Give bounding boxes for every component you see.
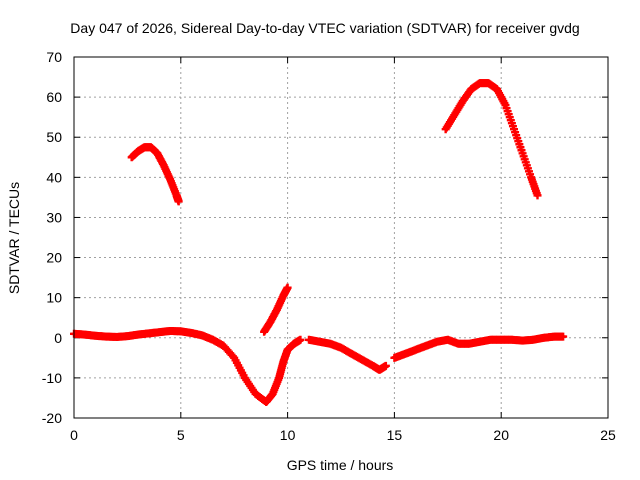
data-point <box>533 191 542 200</box>
series-near-zero-band <box>70 326 305 406</box>
x-tick-label: 0 <box>70 427 78 443</box>
data-point <box>174 197 183 206</box>
y-tick-label: 20 <box>46 250 62 266</box>
series-rising-segment <box>260 283 292 336</box>
y-tick-label: 40 <box>46 169 62 185</box>
y-tick-label: 60 <box>46 89 62 105</box>
y-tick-label: -10 <box>42 370 62 386</box>
series-mid-day-dip <box>304 335 390 374</box>
y-axis-label: SDTVAR / TECUs <box>6 182 22 294</box>
data-point <box>283 283 292 292</box>
grid <box>73 56 609 419</box>
data-point <box>296 335 305 344</box>
x-tick-label: 15 <box>387 427 403 443</box>
data-point <box>381 361 390 370</box>
plot-frame <box>73 56 609 419</box>
x-tick-label: 10 <box>280 427 296 443</box>
y-tick-label: 30 <box>46 209 62 225</box>
data-point <box>559 332 568 341</box>
x-tick-label: 5 <box>177 427 185 443</box>
x-tick-label: 25 <box>600 427 616 443</box>
series-arc-2 <box>441 79 542 200</box>
tick-labels: 0 5 10 15 20 25 -20 -10 0 10 20 30 40 50 60 70 <box>42 49 616 443</box>
data-points <box>70 79 568 406</box>
y-tick-label: 70 <box>46 49 62 65</box>
series-arc-1 <box>127 143 183 206</box>
series-recovery <box>390 332 568 362</box>
chart-title: Day 047 of 2026, Sidereal Day-to-day VTE… <box>70 20 579 36</box>
x-tick-label: 20 <box>493 427 509 443</box>
y-tick-label: 50 <box>46 129 62 145</box>
y-tick-label: 10 <box>46 290 62 306</box>
y-tick-label: -20 <box>42 410 62 426</box>
y-tick-label: 0 <box>54 330 62 346</box>
x-axis-label: GPS time / hours <box>287 457 394 473</box>
